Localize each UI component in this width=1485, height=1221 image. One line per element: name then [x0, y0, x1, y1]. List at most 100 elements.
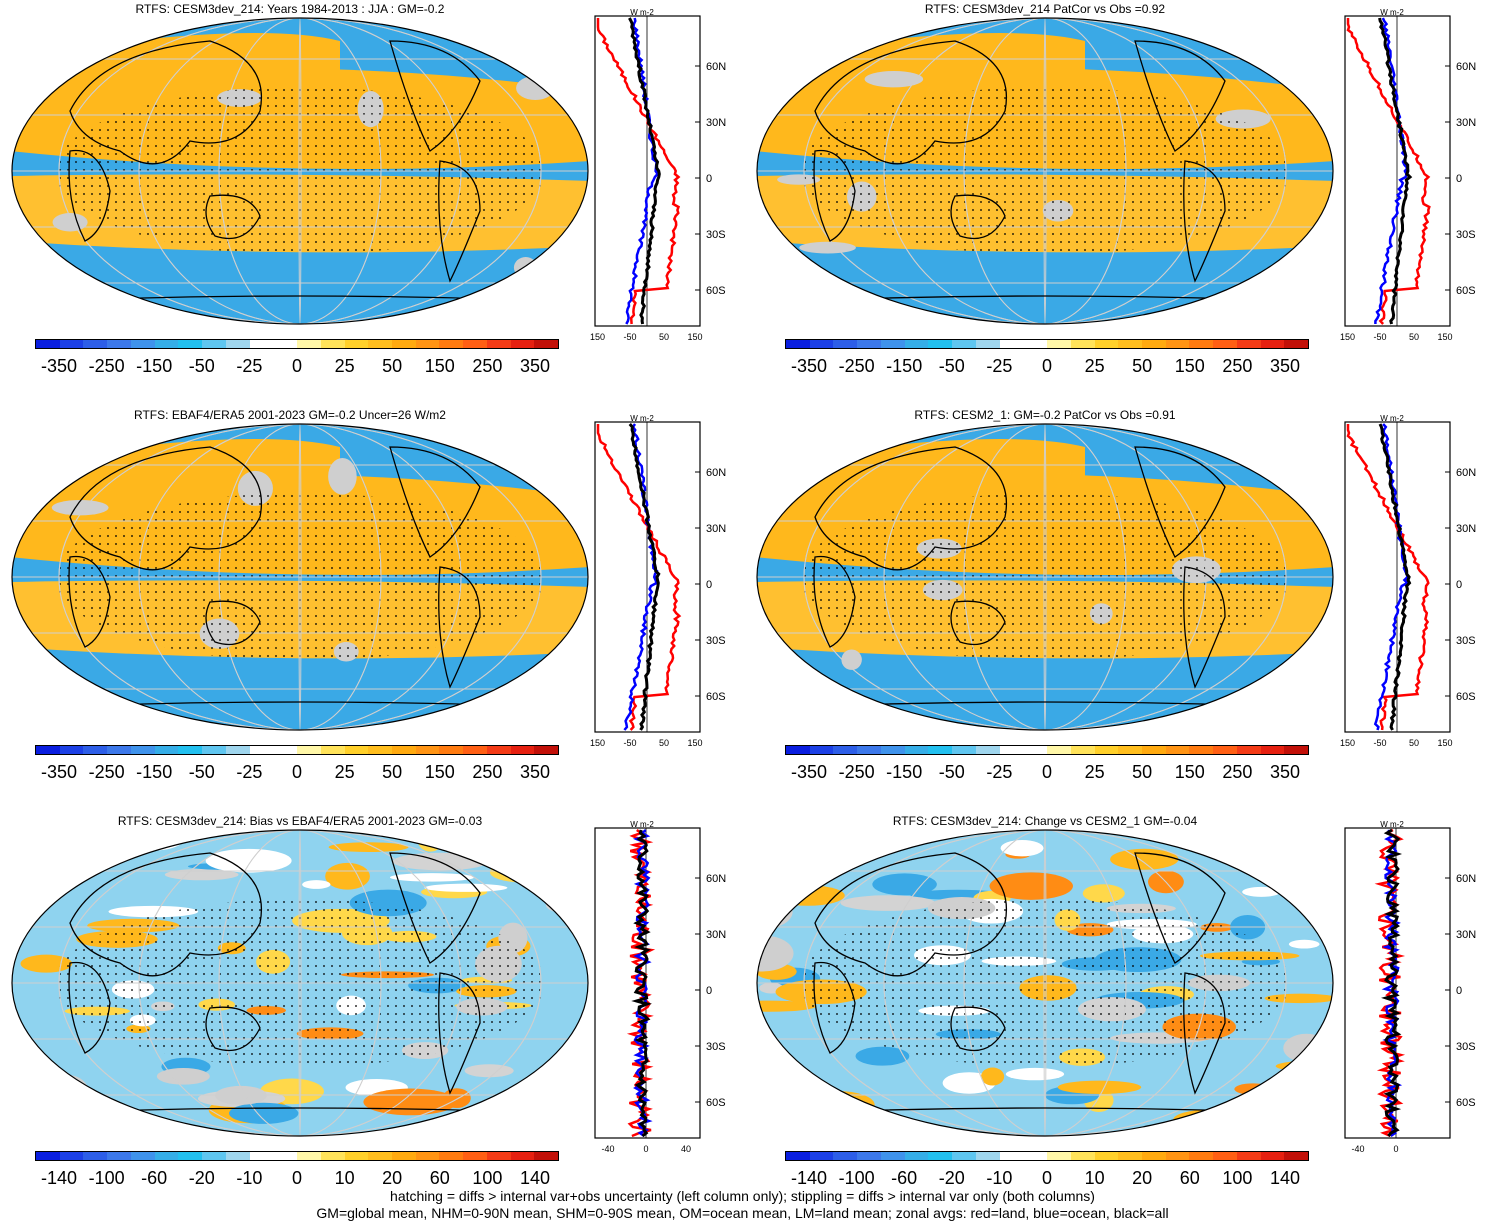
lat-label: 30S [706, 635, 726, 647]
lat-label: 30N [706, 117, 726, 129]
colorbar-swatch [344, 1152, 369, 1160]
colorbar-swatch [59, 340, 84, 348]
colorbar-swatch [59, 1152, 84, 1160]
lat-label: 30N [1456, 929, 1476, 941]
colorbar-label: -150 [886, 762, 923, 782]
colorbar-swatch [510, 1152, 535, 1160]
colorbar-label: -350 [40, 762, 78, 782]
colorbar-label: -250 [88, 762, 125, 782]
colorbar-label: -150 [886, 356, 923, 376]
colorbar-label: -140 [790, 1168, 828, 1188]
colorbar-label: 250 [1222, 356, 1253, 376]
zonal-unit: W m-2 [630, 414, 654, 423]
colorbar-swatch [415, 746, 440, 754]
colorbar-swatch [178, 746, 203, 754]
colorbar-label: 25 [1084, 762, 1105, 782]
colorbar-swatch [273, 746, 298, 754]
colorbar-label: -60 [891, 1168, 918, 1188]
colorbar-swatch [1189, 340, 1214, 348]
colorbar-swatch [202, 746, 226, 754]
colorbar-swatch [1236, 1152, 1261, 1160]
colorbar [785, 745, 1309, 755]
colorbar-label: -25 [236, 762, 263, 782]
colorbar-swatch [154, 1152, 179, 1160]
lat-label: 60N [1456, 467, 1476, 479]
colorbar-swatch [107, 340, 131, 348]
colorbar-label: 50 [1132, 762, 1153, 782]
colorbar-swatch [1165, 340, 1190, 348]
colorbar-swatch [1094, 1152, 1119, 1160]
colorbar-swatch [178, 1152, 203, 1160]
colorbar-swatch [273, 340, 298, 348]
colorbar-label: -50 [938, 356, 965, 376]
colorbar-swatch [415, 340, 440, 348]
zonal-unit: W m-2 [630, 820, 654, 829]
colorbar-label: 25 [334, 356, 355, 376]
zonal-tick-label: -50 [623, 332, 636, 342]
colorbar-swatch [107, 746, 131, 754]
colorbar-label: 140 [519, 1168, 551, 1188]
colorbar-label: 50 [382, 356, 403, 376]
colorbar-swatch [1070, 746, 1095, 754]
lat-label: 30S [1456, 635, 1476, 647]
colorbar-swatch [154, 340, 179, 348]
lat-label: 0 [706, 985, 712, 997]
colorbar-swatch [975, 746, 1000, 754]
colorbar-swatch [486, 746, 511, 754]
colorbar-swatch [999, 340, 1024, 348]
colorbar-swatch [320, 340, 345, 348]
colorbar-swatch [1023, 340, 1048, 348]
colorbar-swatch [1118, 1152, 1143, 1160]
colorbar-swatch [225, 746, 250, 754]
colorbar-swatch [975, 340, 1000, 348]
colorbar-swatch [857, 746, 881, 754]
colorbar-swatch [786, 340, 810, 348]
panel-title: RTFS: CESM3dev_214: Bias vs EBAF4/ERA5 2… [117, 814, 483, 828]
colorbar-label: -50 [938, 762, 965, 782]
lat-label: 60S [1456, 691, 1476, 703]
colorbar-label: -25 [986, 762, 1013, 782]
colorbar-swatch [1284, 1152, 1309, 1160]
lat-label: 60S [1456, 285, 1476, 297]
colorbar-label: -50 [188, 762, 215, 782]
colorbar-swatch [510, 746, 535, 754]
colorbar-swatch [880, 1152, 905, 1160]
colorbar-label: 350 [519, 356, 551, 376]
colorbar-swatch [952, 340, 976, 348]
colorbar [785, 339, 1309, 349]
map-robinson [11, 17, 589, 325]
colorbar-swatch [297, 1152, 321, 1160]
colorbar-label: 0 [1041, 1168, 1053, 1188]
map-robinson [11, 829, 589, 1137]
colorbar-swatch [786, 1152, 810, 1160]
lat-label: 60N [706, 467, 726, 479]
colorbar-label: 0 [1041, 762, 1053, 782]
colorbar-swatch [534, 746, 559, 754]
lat-label: 0 [1456, 173, 1462, 185]
colorbar-swatch [1189, 1152, 1214, 1160]
colorbar-label: -150 [136, 762, 173, 782]
zonal-tick-label: -150 [590, 738, 605, 748]
map-robinson [11, 423, 589, 731]
panel-title: RTFS: CESM3dev_214 PatCor vs Obs =0.92 [924, 2, 1166, 16]
colorbar-swatch [463, 746, 487, 754]
colorbar-swatch [880, 746, 905, 754]
colorbar-swatch [439, 1152, 464, 1160]
colorbar-swatch [1070, 1152, 1095, 1160]
colorbar-swatch [344, 746, 369, 754]
colorbar-swatch [36, 1152, 60, 1160]
zonal-unit: W m-2 [1380, 820, 1404, 829]
colorbar-label: 250 [472, 762, 503, 782]
colorbar-label: -250 [838, 356, 875, 376]
colorbar-swatch [392, 340, 416, 348]
colorbar [35, 745, 559, 755]
colorbar-label: 0 [291, 762, 303, 782]
colorbar-swatch [130, 1152, 155, 1160]
colorbar-label: 350 [519, 762, 551, 782]
zonal-tick-label: 150 [1437, 332, 1452, 342]
colorbar-label: 0 [1041, 356, 1053, 376]
zonal-tick-label: -50 [1373, 738, 1386, 748]
colorbar-swatch [1189, 746, 1214, 754]
lat-label: 30S [1456, 229, 1476, 241]
colorbar-swatch [928, 340, 953, 348]
